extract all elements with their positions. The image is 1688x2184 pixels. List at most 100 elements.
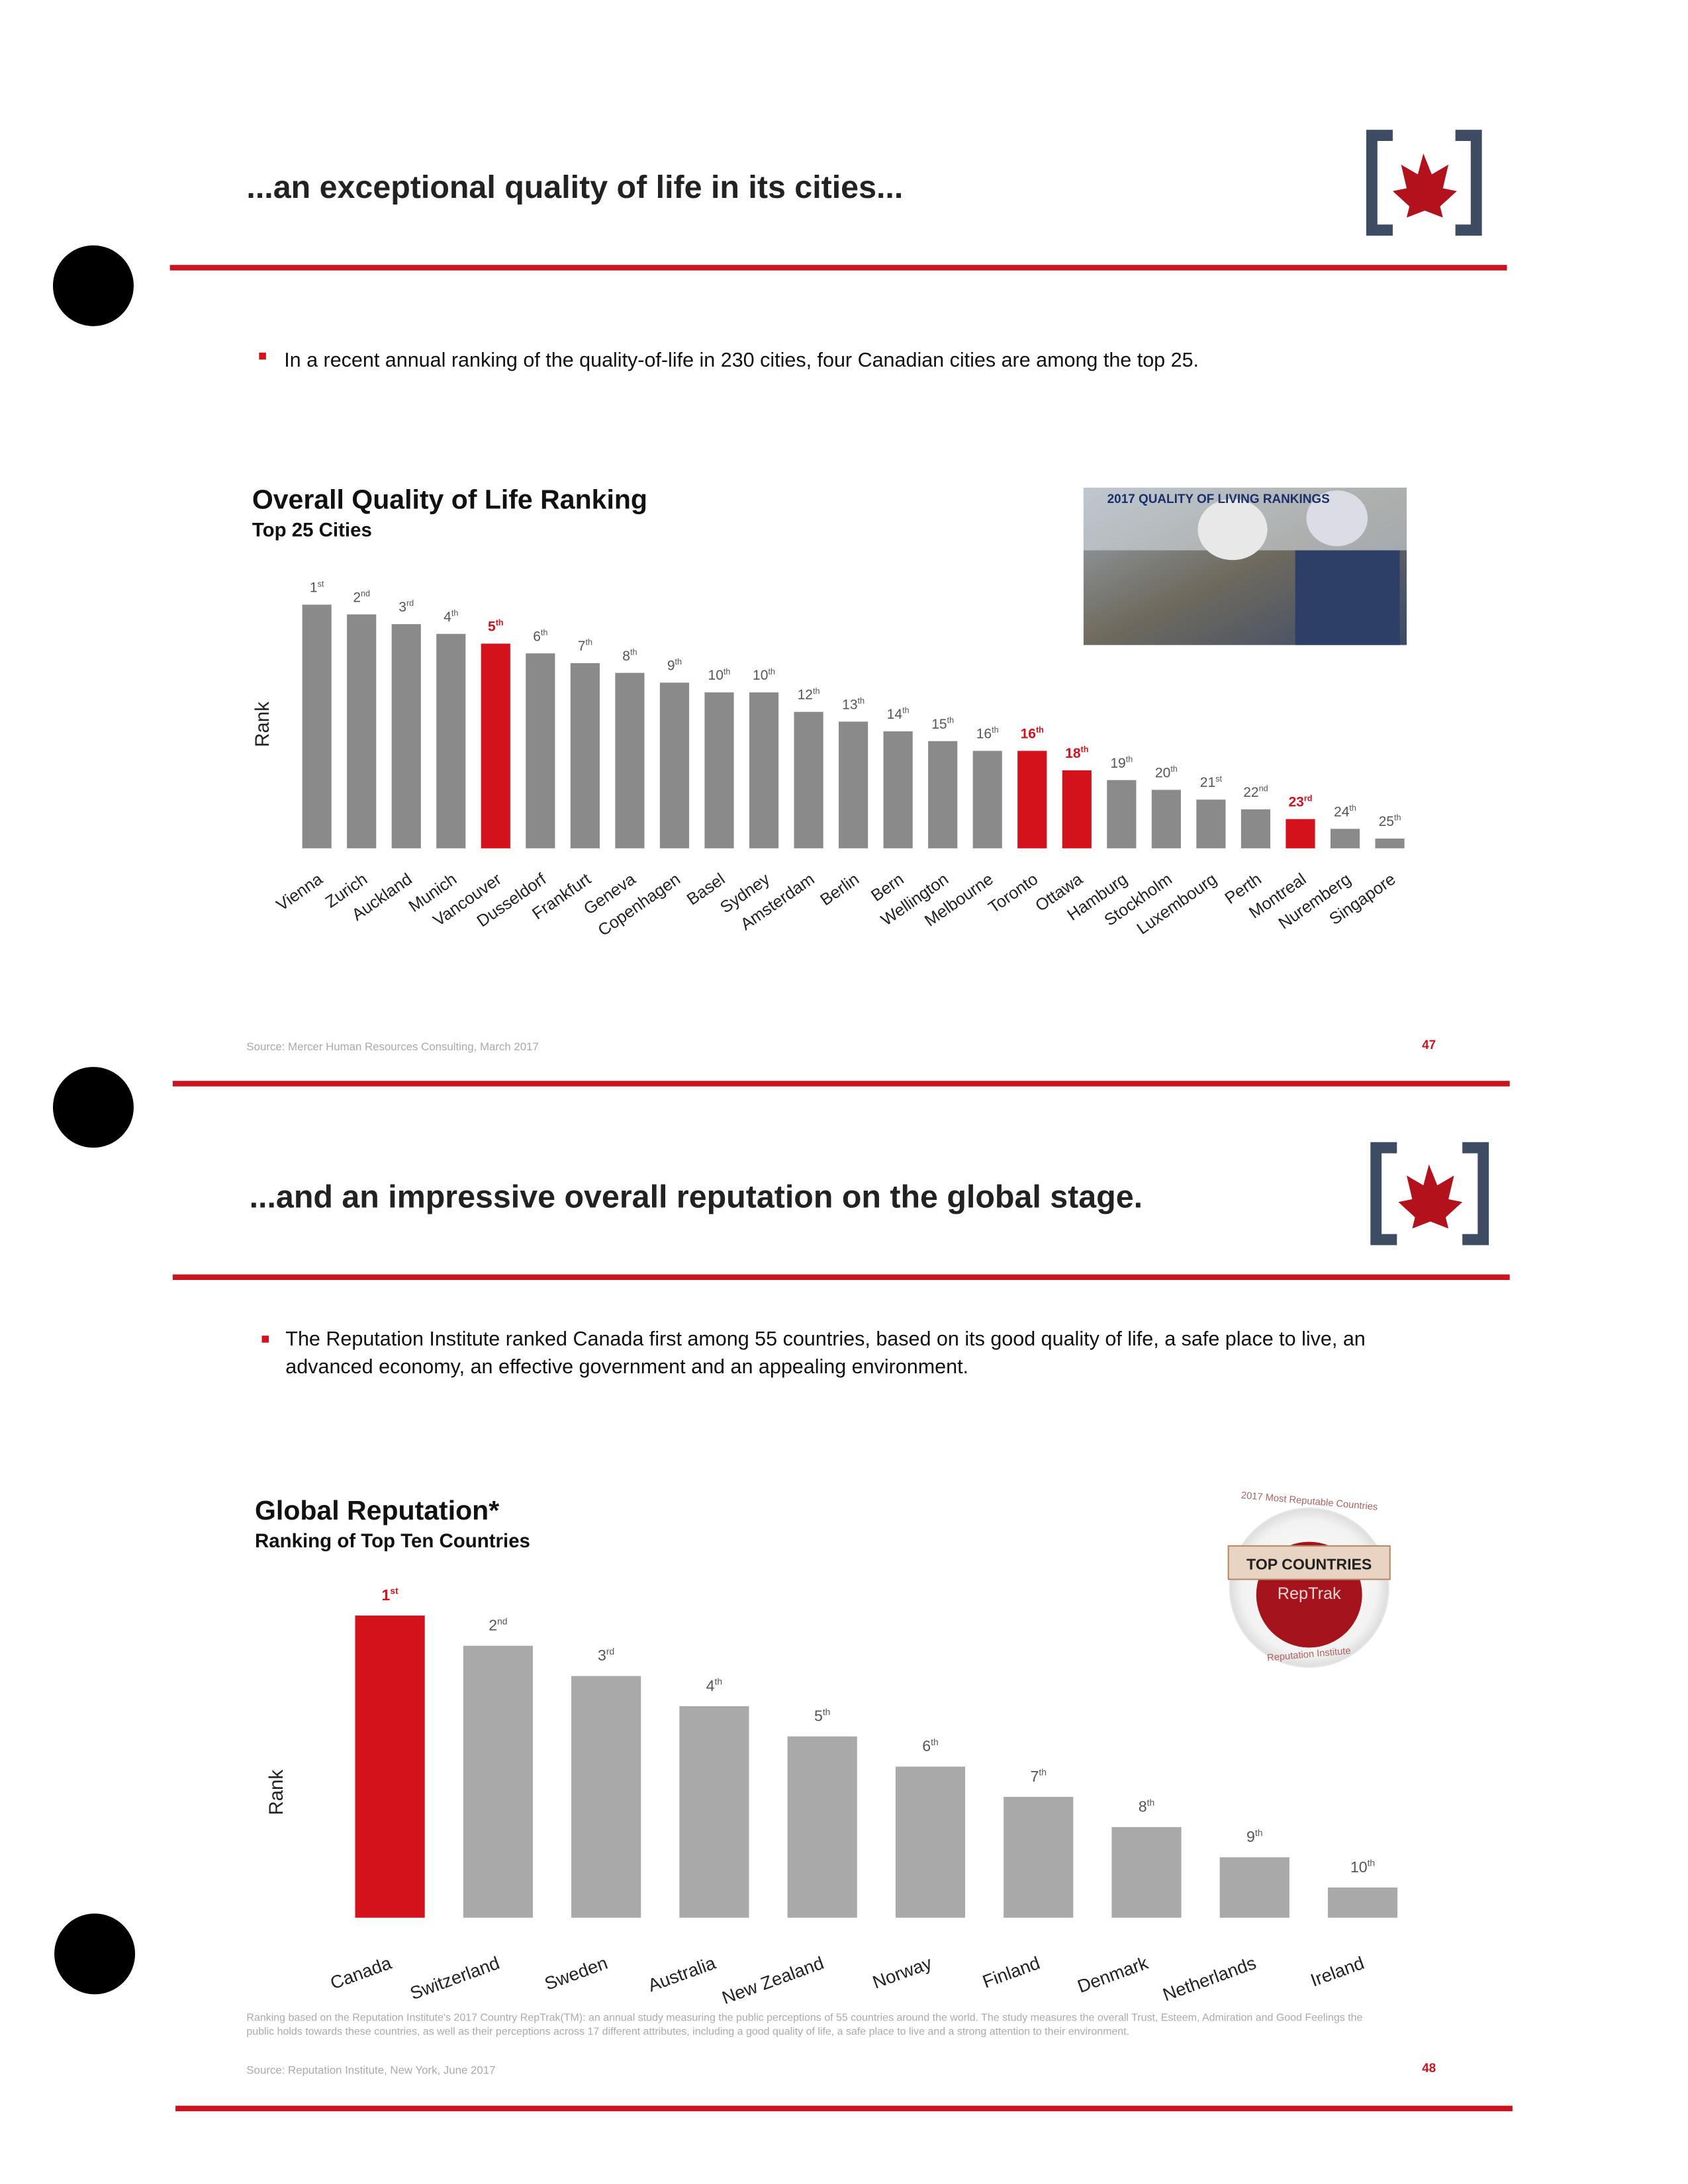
rule xyxy=(169,265,1507,271)
bar xyxy=(1017,751,1047,848)
value-label: 5th xyxy=(814,1706,830,1724)
value-label: 10th xyxy=(708,667,731,683)
x-tick-label: Finland xyxy=(980,1952,1043,1992)
page-number: 47 xyxy=(1422,1038,1436,1052)
value-label: 24th xyxy=(1334,803,1356,819)
value-label: 16th xyxy=(1021,725,1044,741)
bullet-marker xyxy=(261,1336,269,1343)
value-label: 3rd xyxy=(399,599,414,615)
bar xyxy=(895,1766,966,1918)
bar xyxy=(347,614,377,848)
bar xyxy=(1241,809,1271,848)
punch-hole xyxy=(52,1067,134,1148)
bar xyxy=(972,751,1002,848)
rule xyxy=(175,2105,1513,2112)
x-tick-label: Denmark xyxy=(1074,1952,1150,1997)
y-axis-label: Rank xyxy=(265,1770,287,1815)
bar xyxy=(679,1706,749,1918)
bullet-text: The Reputation Institute ranked Canada f… xyxy=(285,1328,1366,1379)
value-label: 22nd xyxy=(1243,784,1268,800)
chart-title: Global Reputation* xyxy=(255,1495,499,1525)
footnote: Ranking based on the Reputation Institut… xyxy=(246,2011,1363,2037)
bar xyxy=(1327,1887,1398,1918)
source: Source: Reputation Institute, New York, … xyxy=(246,2064,495,2076)
value-label: 1st xyxy=(381,1586,399,1604)
value-label: 13th xyxy=(842,696,865,712)
bar xyxy=(1151,790,1181,848)
bar xyxy=(1062,770,1092,848)
bar xyxy=(615,672,645,848)
bar xyxy=(883,731,913,848)
bar xyxy=(570,662,600,848)
chart-title: Overall Quality of Life Ranking xyxy=(252,484,647,514)
bar xyxy=(749,692,779,848)
badge-main: TOP COUNTRIES xyxy=(1246,1556,1372,1573)
bar xyxy=(1107,780,1137,848)
value-label: 23rd xyxy=(1288,794,1312,809)
value-label: 18th xyxy=(1065,745,1088,761)
bar xyxy=(463,1645,533,1918)
value-label: 16th xyxy=(976,725,999,741)
y-axis-label: Rank xyxy=(252,702,273,747)
value-label: 9th xyxy=(1246,1827,1262,1845)
badge-brand: RepTrak xyxy=(1278,1584,1341,1603)
x-tick-label: Canada xyxy=(328,1952,395,1993)
bar xyxy=(302,604,332,848)
logo xyxy=(1366,130,1482,236)
value-label: 4th xyxy=(444,608,458,624)
value-label: 14th xyxy=(887,706,910,722)
bar xyxy=(1286,819,1315,848)
value-label: 8th xyxy=(622,647,637,663)
bullet-marker xyxy=(259,352,266,360)
x-tick-label: Norway xyxy=(870,1952,935,1993)
chart-subtitle: Ranking of Top Ten Countries xyxy=(255,1530,530,1552)
bar xyxy=(1004,1797,1074,1918)
photo xyxy=(1083,487,1407,645)
value-label: 21st xyxy=(1200,774,1223,790)
bar xyxy=(1375,839,1405,848)
bar xyxy=(1330,829,1360,848)
page-number: 48 xyxy=(1422,2062,1436,2075)
bar xyxy=(794,711,823,848)
bar xyxy=(787,1736,857,1918)
slide-title: ...and an impressive overall reputation … xyxy=(250,1179,1143,1215)
value-label: 5th xyxy=(488,618,504,634)
x-tick-label: New Zealand xyxy=(719,1952,826,2008)
value-label: 2nd xyxy=(353,589,370,605)
value-label: 3rd xyxy=(598,1646,614,1664)
value-label: 12th xyxy=(798,686,820,702)
bar xyxy=(526,653,555,848)
bar xyxy=(571,1676,641,1918)
chart-subtitle: Top 25 Cities xyxy=(252,520,372,541)
rule xyxy=(172,1274,1510,1281)
bar xyxy=(391,624,421,848)
bar xyxy=(1196,799,1226,848)
value-label: 2nd xyxy=(489,1615,507,1633)
badge xyxy=(1227,1508,1391,1668)
value-label: 15th xyxy=(931,715,954,731)
bar xyxy=(1111,1827,1182,1918)
bar xyxy=(928,741,958,848)
footnote-box: Ranking based on the Reputation Institut… xyxy=(246,2011,1363,2037)
value-label: 7th xyxy=(1030,1767,1046,1785)
value-label: 6th xyxy=(922,1737,938,1754)
x-tick-label: Berlin xyxy=(817,870,863,909)
x-tick-label: Ireland xyxy=(1308,1952,1367,1991)
bar xyxy=(659,682,690,848)
x-tick-label: Australia xyxy=(645,1952,719,1996)
slide-title: ...an exceptional quality of life in its… xyxy=(246,169,903,205)
bar xyxy=(481,643,510,848)
bar xyxy=(839,721,868,848)
value-label: 6th xyxy=(533,628,547,644)
image-caption: 2017 QUALITY OF LIVING RANKINGS xyxy=(1107,492,1330,506)
value-label: 8th xyxy=(1139,1797,1154,1815)
bullet-text: In a recent annual ranking of the qualit… xyxy=(284,349,1199,371)
x-tick-label: Netherlands xyxy=(1160,1952,1258,2005)
bullet-box: The Reputation Institute ranked Canada f… xyxy=(285,1328,1366,1379)
x-tick-label: Switzerland xyxy=(407,1952,502,2003)
bar xyxy=(436,633,466,848)
value-label: 20th xyxy=(1155,764,1178,780)
rule xyxy=(172,1081,1510,1087)
source: Source: Mercer Human Resources Consultin… xyxy=(246,1040,538,1053)
